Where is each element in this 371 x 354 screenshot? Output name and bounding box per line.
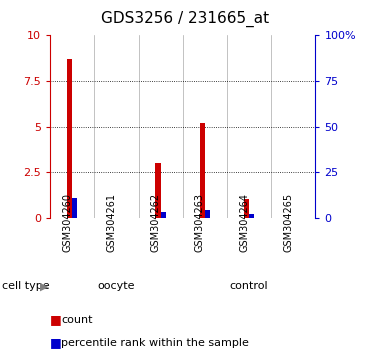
Bar [244, 200, 249, 218]
Text: percentile rank within the sample: percentile rank within the sample [61, 338, 249, 348]
Bar [161, 212, 166, 218]
Text: ■: ■ [50, 336, 62, 349]
Text: GSM304260: GSM304260 [62, 193, 72, 252]
Bar [72, 198, 78, 218]
Bar [155, 163, 161, 218]
Text: GSM304264: GSM304264 [239, 193, 249, 252]
Text: ■: ■ [50, 313, 62, 326]
Text: cell type: cell type [2, 281, 49, 291]
Text: count: count [61, 315, 93, 325]
Text: GSM304262: GSM304262 [151, 193, 161, 252]
Text: GDS3256 / 231665_at: GDS3256 / 231665_at [101, 11, 270, 27]
Text: control: control [230, 281, 268, 291]
Text: ▶: ▶ [40, 281, 48, 291]
Text: GSM304263: GSM304263 [195, 193, 205, 252]
Bar [249, 214, 255, 218]
Text: GSM304261: GSM304261 [106, 193, 116, 252]
Text: oocyte: oocyte [98, 281, 135, 291]
Bar [67, 59, 72, 218]
Bar [200, 123, 205, 218]
Bar [205, 210, 210, 218]
Text: GSM304265: GSM304265 [283, 193, 293, 252]
